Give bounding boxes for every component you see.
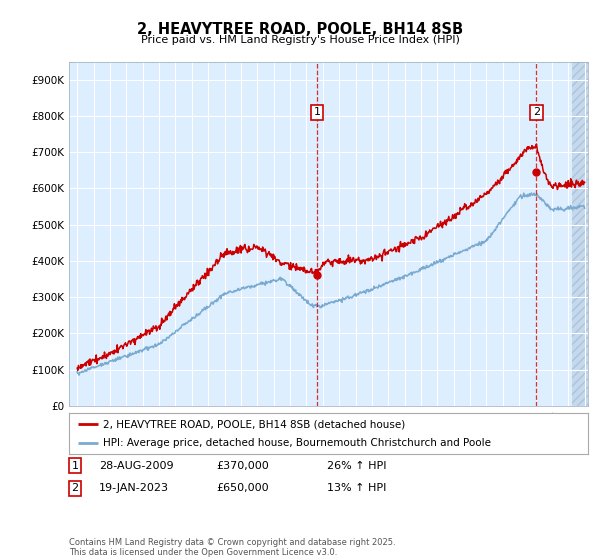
Text: 19-JAN-2023: 19-JAN-2023 xyxy=(99,483,169,493)
Text: Contains HM Land Registry data © Crown copyright and database right 2025.
This d: Contains HM Land Registry data © Crown c… xyxy=(69,538,395,557)
Text: £650,000: £650,000 xyxy=(216,483,269,493)
Text: 1: 1 xyxy=(71,461,79,471)
Bar xyxy=(572,62,600,406)
Text: 1: 1 xyxy=(314,108,320,118)
Text: 2, HEAVYTREE ROAD, POOLE, BH14 8SB (detached house): 2, HEAVYTREE ROAD, POOLE, BH14 8SB (deta… xyxy=(103,419,405,429)
Text: 2: 2 xyxy=(71,483,79,493)
Text: 26% ↑ HPI: 26% ↑ HPI xyxy=(327,461,386,471)
Text: 13% ↑ HPI: 13% ↑ HPI xyxy=(327,483,386,493)
Text: 2, HEAVYTREE ROAD, POOLE, BH14 8SB: 2, HEAVYTREE ROAD, POOLE, BH14 8SB xyxy=(137,22,463,38)
Text: 2: 2 xyxy=(533,108,540,118)
Text: HPI: Average price, detached house, Bournemouth Christchurch and Poole: HPI: Average price, detached house, Bour… xyxy=(103,438,491,447)
Text: Price paid vs. HM Land Registry's House Price Index (HPI): Price paid vs. HM Land Registry's House … xyxy=(140,35,460,45)
Text: 28-AUG-2009: 28-AUG-2009 xyxy=(99,461,173,471)
Text: £370,000: £370,000 xyxy=(216,461,269,471)
